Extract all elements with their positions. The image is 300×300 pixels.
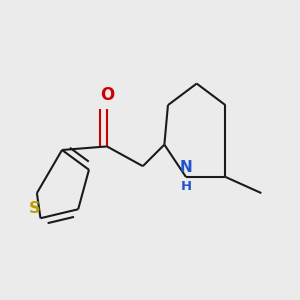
Text: N: N bbox=[179, 160, 192, 175]
Text: O: O bbox=[100, 86, 114, 104]
Text: H: H bbox=[180, 180, 191, 193]
Text: S: S bbox=[29, 201, 41, 216]
